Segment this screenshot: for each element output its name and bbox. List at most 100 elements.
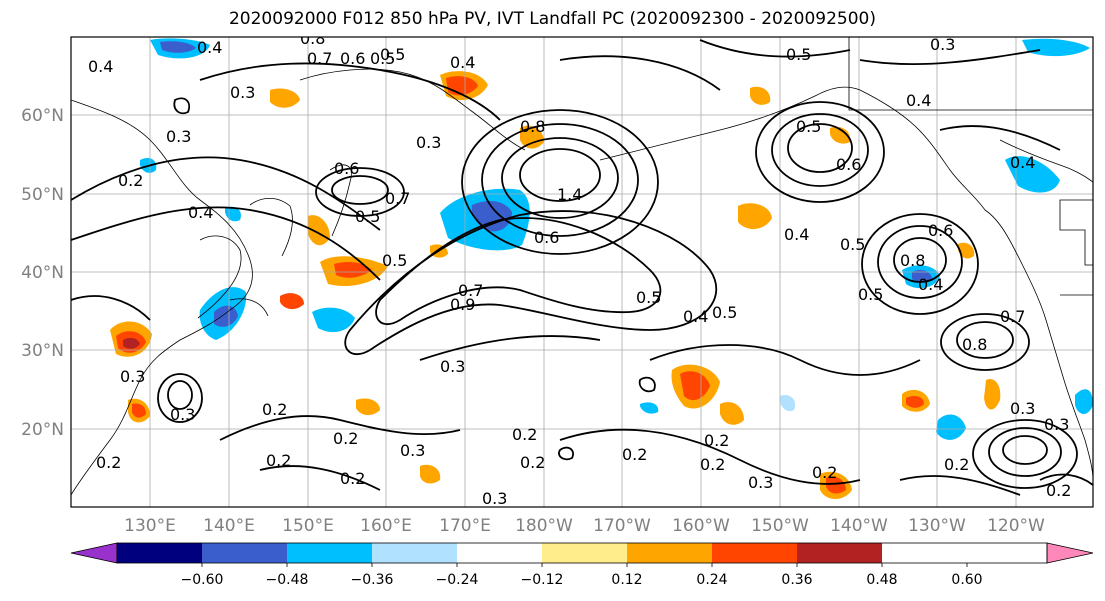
map-title: 2020092000 F012 850 hPa PV, IVT Landfall… — [228, 9, 876, 29]
contour-label: 0.5 — [380, 45, 405, 64]
negative-pv-patch — [312, 307, 355, 333]
lon-label: 140°E — [203, 516, 255, 536]
contour-label: 0.6 — [836, 155, 861, 174]
colorbar-segment — [117, 543, 202, 563]
contour-label: 0.3 — [170, 405, 195, 424]
contour-label: 0.2 — [812, 463, 837, 482]
contour-label: 0.2 — [704, 431, 729, 450]
colorbar-left-arrow-icon — [70, 542, 118, 564]
coastlines — [71, 37, 1093, 496]
negative-pv-patch — [780, 394, 796, 412]
colorbar-segment — [372, 543, 457, 563]
contour-label: 0.8 — [962, 335, 987, 354]
contour-label: 0.3 — [416, 133, 441, 152]
lon-label: 160°E — [360, 516, 412, 536]
contour-label: 0.7 — [458, 281, 483, 300]
contour-label: 0.2 — [700, 455, 725, 474]
contour-label: 0.5 — [636, 288, 661, 307]
contour-label: 0.4 — [906, 91, 931, 110]
colorbar-tick-label: 0.60 — [951, 572, 982, 588]
colorbar-segment — [627, 543, 712, 563]
positive-pv-patch — [830, 126, 851, 144]
longitude-labels: 130°E 140°E 150°E 160°E 170°E 180°W 170°… — [124, 516, 1045, 536]
contour-label: 0.2 — [118, 171, 143, 190]
colorbar-tick-label: −0.36 — [351, 572, 394, 588]
contour-label: 0.3 — [230, 83, 255, 102]
lon-label: 130°E — [124, 516, 176, 536]
positive-pv-patch — [132, 403, 146, 418]
colorbar-segment — [287, 543, 372, 563]
colorbar: −0.60 −0.48 −0.36 −0.24 −0.12 0.12 0.24 … — [70, 542, 1094, 588]
contour-label: 0.8 — [300, 29, 325, 48]
lon-label: 150°W — [751, 516, 809, 536]
contour-label: 0.4 — [683, 307, 708, 326]
contour-label: 0.7 — [1000, 307, 1025, 326]
lat-label: 60°N — [21, 106, 64, 126]
contour-label: 0.3 — [930, 35, 955, 54]
contour-label: 0.2 — [1046, 481, 1071, 500]
colorbar-tick-label: −0.24 — [436, 572, 479, 588]
graticule — [71, 37, 1093, 507]
contour-label: 0.3 — [166, 127, 191, 146]
colorbar-frame — [116, 542, 1048, 564]
contour-label: 0.2 — [262, 400, 287, 419]
contour-label: 0.3 — [482, 489, 507, 508]
contour-label: 0.4 — [1010, 153, 1035, 172]
colorbar-tick-label: −0.48 — [266, 572, 309, 588]
colorbar-right-arrow-icon — [1046, 542, 1094, 564]
contour-label: 0.4 — [188, 203, 213, 222]
positive-pv-patch — [738, 203, 772, 230]
contour-label: 0.4 — [450, 53, 475, 72]
colorbar-tick-label: −0.12 — [521, 572, 564, 588]
lon-label: 170°W — [593, 516, 651, 536]
contour-label: 0.6 — [928, 221, 953, 240]
colorbar-tick-label: 0.36 — [781, 572, 812, 588]
lat-label: 30°N — [21, 341, 64, 361]
contour-label: 0.8 — [520, 117, 545, 136]
pv-contours — [71, 39, 1093, 496]
negative-pv-patch — [1005, 156, 1060, 193]
positive-pv-patch — [906, 396, 924, 408]
contour-label: 0.2 — [520, 453, 545, 472]
contour-label: 0.7 — [307, 49, 332, 68]
lat-label: 50°N — [21, 185, 64, 205]
contour-label: 0.2 — [333, 429, 358, 448]
contour-label: 0.2 — [96, 453, 121, 472]
colorbar-segment — [542, 543, 627, 563]
latitude-labels: 60°N 50°N 40°N 30°N 20°N — [21, 106, 64, 440]
negative-pv-patch — [471, 200, 512, 232]
contour-label: 0.6 — [534, 228, 559, 247]
contour-labels: 0.4 0.4 0.3 0.7 0.6 0.5 0.8 0.5 0.4 0.3 … — [88, 29, 1071, 508]
contour-label: 0.4 — [197, 38, 222, 57]
contour-label: 0.4 — [88, 57, 113, 76]
positive-pv-patch — [680, 371, 710, 401]
contour-label: 0.5 — [786, 45, 811, 64]
positive-pv-patch — [270, 88, 300, 108]
contour-label: 0.8 — [900, 251, 925, 270]
contour-label: 0.5 — [840, 235, 865, 254]
colorbar-tick-label: 0.48 — [866, 572, 897, 588]
plot-frame — [70, 36, 1094, 508]
contour-label: 0.2 — [266, 451, 291, 470]
contour-label: 0.5 — [355, 207, 380, 226]
lon-label: 130°W — [908, 516, 966, 536]
negative-pv-patch — [160, 41, 196, 53]
positive-pv-patch — [520, 125, 544, 149]
contour-label: 0.5 — [796, 117, 821, 136]
contour-label: 0.2 — [944, 455, 969, 474]
lon-label: 170°E — [439, 516, 491, 536]
positive-pv-patch — [750, 86, 771, 105]
contour-label: 0.5 — [382, 251, 407, 270]
negative-pv-patch — [912, 270, 932, 283]
positive-pv-patch — [720, 401, 744, 425]
colorbar-segment — [712, 543, 797, 563]
contour-label: 0.5 — [712, 303, 737, 322]
positive-pv-patch — [308, 215, 330, 246]
positive-pv-patch — [280, 293, 304, 310]
colorbar-tick-label: −0.60 — [181, 572, 224, 588]
contour-label: 0.2 — [622, 445, 647, 464]
contour-label: 0.3 — [1044, 415, 1069, 434]
contour-label: 0.9 — [450, 295, 475, 314]
contour-label: 0.6 — [340, 49, 365, 68]
